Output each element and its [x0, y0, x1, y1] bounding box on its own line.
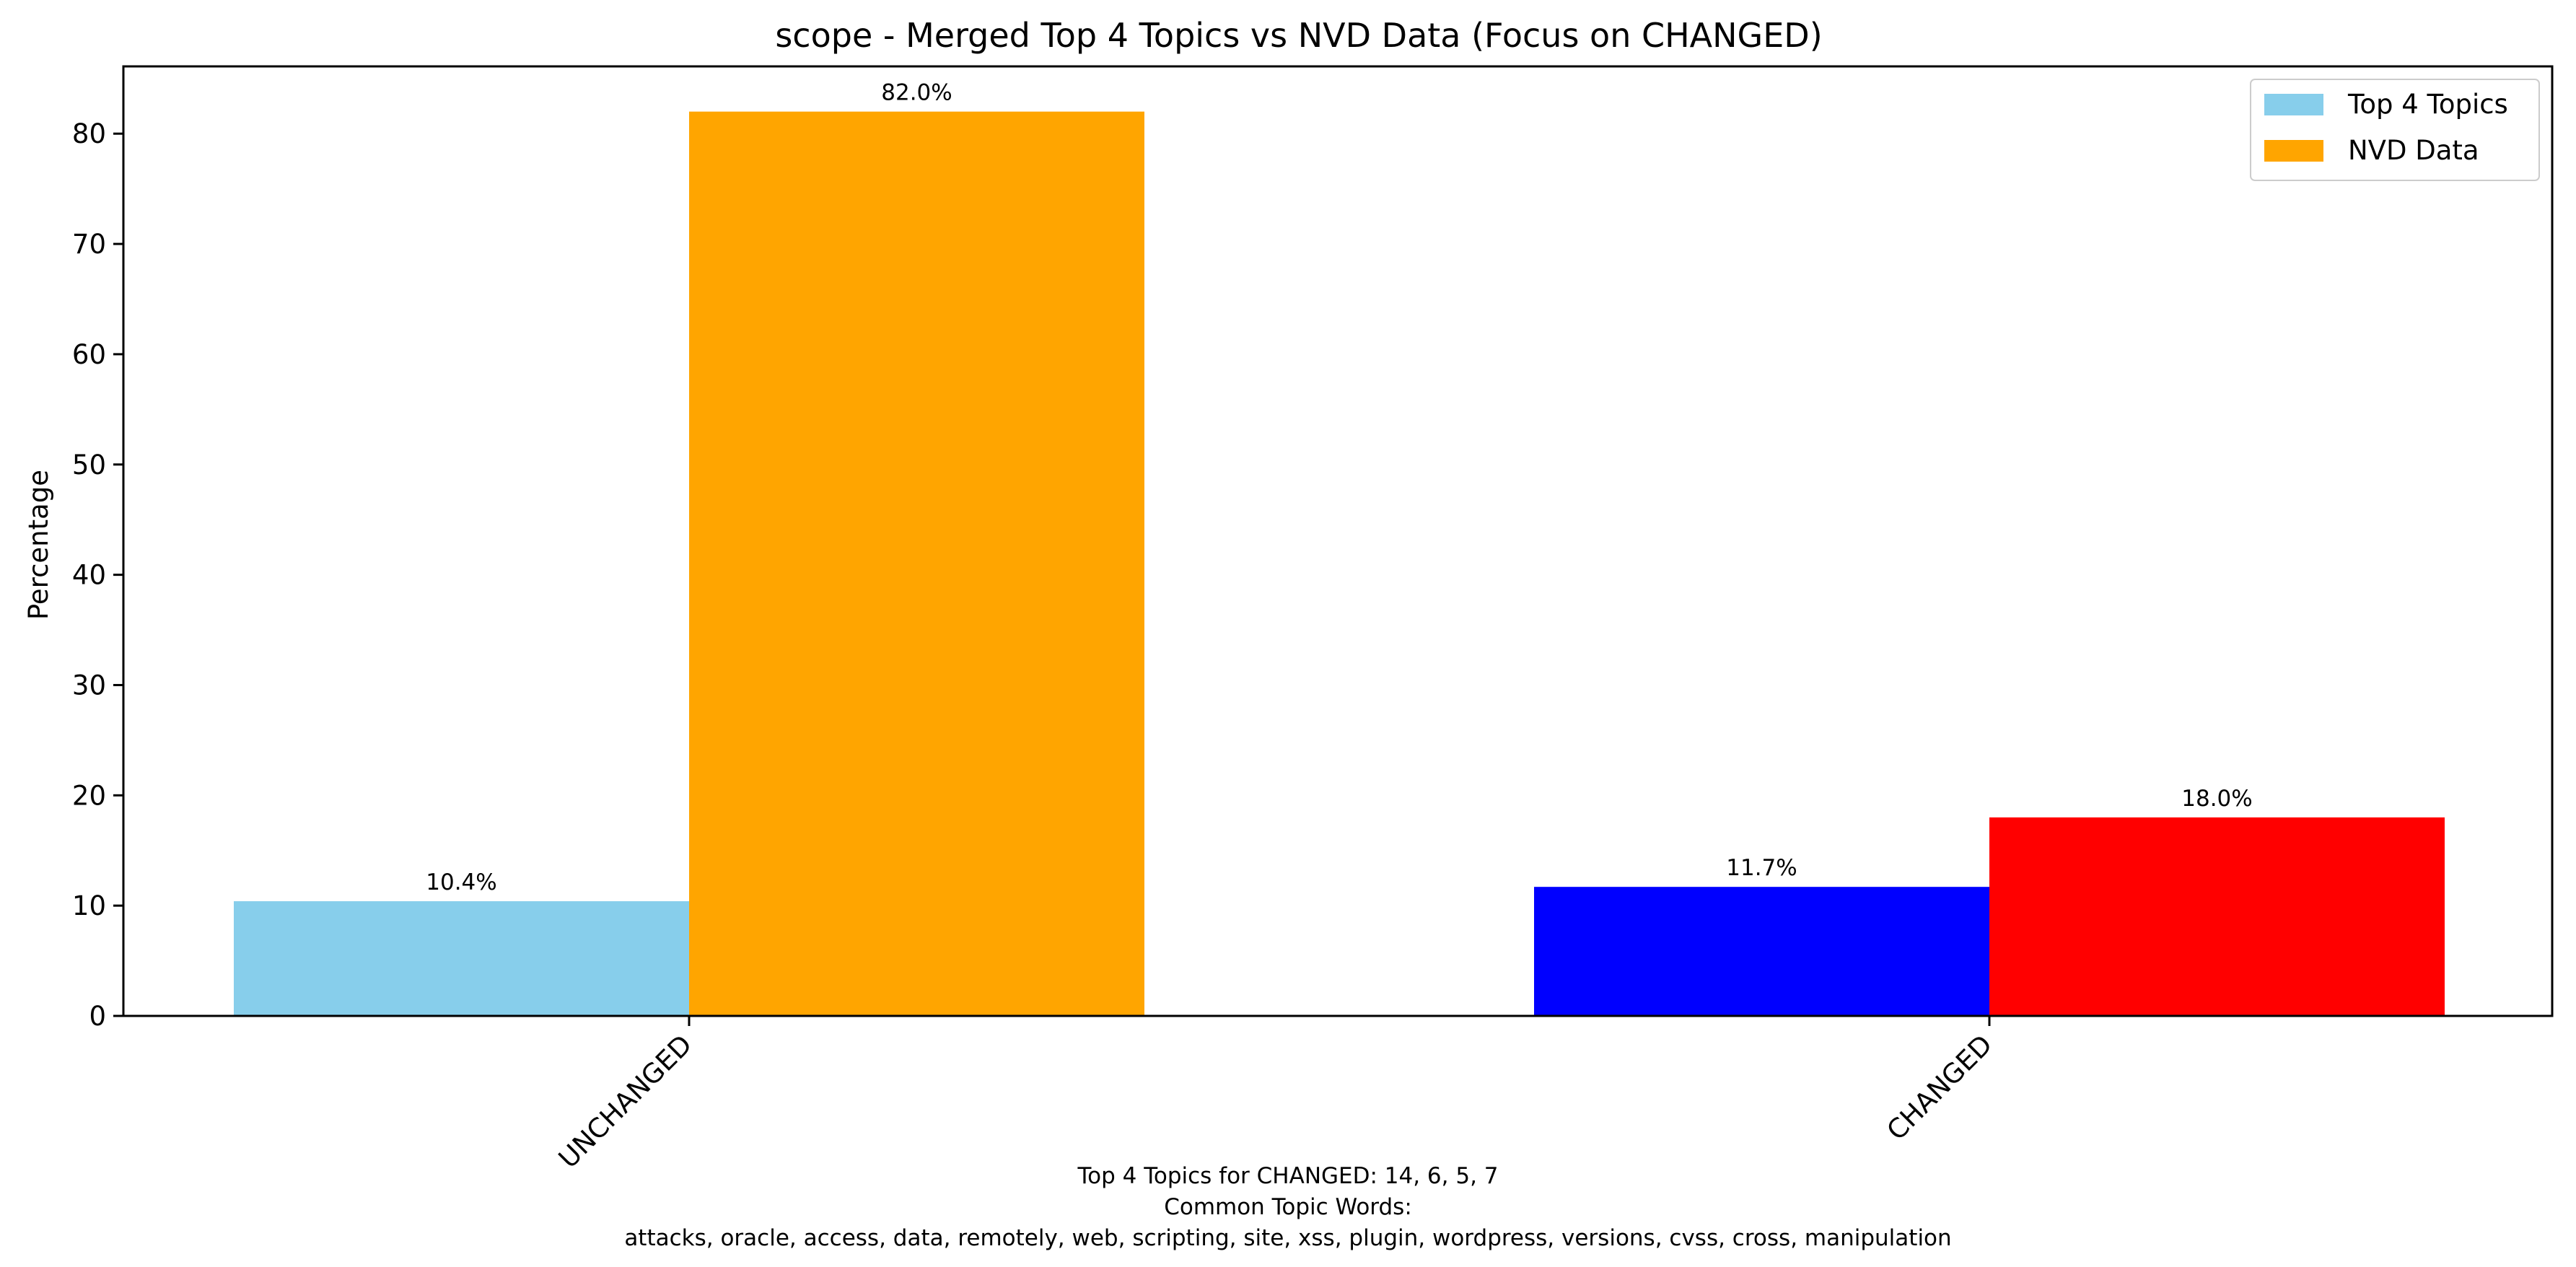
- y-tick-label: 0: [89, 1001, 106, 1032]
- y-tick-label: 40: [72, 560, 106, 591]
- x-tick-label: UNCHANGED: [553, 1029, 698, 1174]
- legend: Top 4 Topics NVD Data: [2250, 79, 2540, 181]
- y-tick-label: 10: [72, 890, 106, 921]
- y-tick-label: 80: [72, 118, 106, 149]
- y-tick-label: 30: [72, 670, 106, 701]
- plot-frame: [122, 65, 2554, 1017]
- footer-words-list: attacks, oracle, access, data, remotely,…: [624, 1225, 1952, 1251]
- bar-value-label: 82.0%: [881, 80, 952, 106]
- bar-changed-nvd-data: [1989, 817, 2445, 1016]
- y-tick-label: 70: [72, 229, 106, 260]
- bar-labels-group: 10.4% 11.7% 82.0% 18.0%: [426, 80, 2252, 895]
- y-tick-label: 60: [72, 339, 106, 370]
- bar-value-label: 18.0%: [2181, 786, 2252, 812]
- y-axis: 0 10 20 30 40 50 60 70 80: [72, 118, 123, 1032]
- bars-group: [234, 111, 2445, 1017]
- x-axis: UNCHANGED CHANGED: [553, 1016, 1998, 1174]
- legend-swatch-nvd-data: [2264, 140, 2323, 162]
- y-tick-label: 50: [72, 450, 106, 481]
- x-tick-label: CHANGED: [1881, 1029, 1999, 1147]
- legend-swatch-top4-topics: [2264, 94, 2323, 115]
- legend-label: NVD Data: [2348, 135, 2479, 166]
- bar-changed-top4-topics: [1534, 887, 1989, 1016]
- bar-value-label: 10.4%: [426, 869, 496, 895]
- bar-value-label: 11.7%: [1726, 855, 1797, 881]
- bar-unchanged-top4-topics: [234, 901, 689, 1016]
- bar-unchanged-nvd-data: [689, 111, 1144, 1017]
- footer-words-heading: Common Topic Words:: [1164, 1194, 1412, 1220]
- y-axis-label: Percentage: [23, 470, 54, 620]
- legend-label: Top 4 Topics: [2347, 89, 2508, 120]
- footer-topics: Top 4 Topics for CHANGED: 14, 6, 5, 7 Co…: [0, 1161, 2576, 1254]
- y-tick-label: 20: [72, 780, 106, 811]
- footer-topics-line: Top 4 Topics for CHANGED: 14, 6, 5, 7: [1077, 1163, 1499, 1189]
- chart-title: scope - Merged Top 4 Topics vs NVD Data …: [775, 16, 1822, 55]
